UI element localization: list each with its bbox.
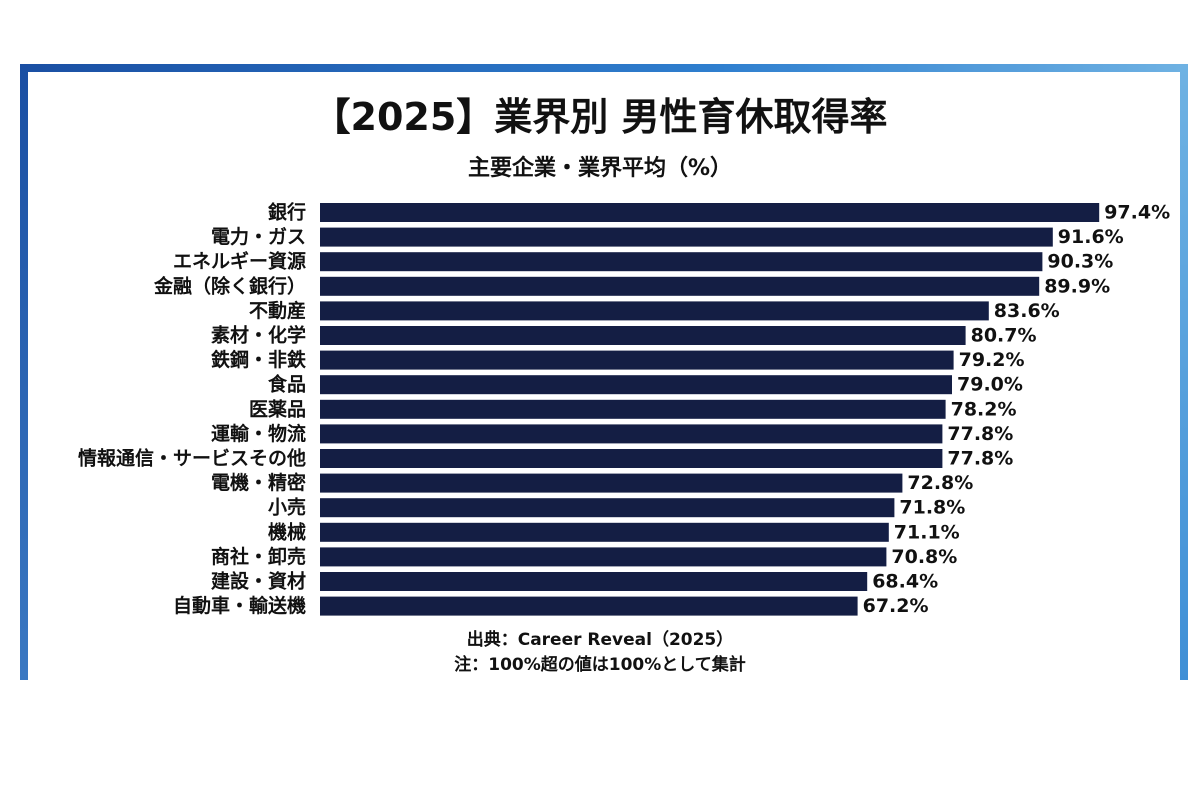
value-label: 67.2% xyxy=(863,595,929,617)
value-label: 83.6% xyxy=(994,300,1060,322)
bar-2 xyxy=(320,228,1053,247)
category-label: 金融（除く銀行） xyxy=(153,274,306,297)
value-label: 97.4% xyxy=(1104,202,1170,224)
category-label: 鉄鋼・非鉄 xyxy=(211,348,306,371)
bar-6 xyxy=(320,326,966,345)
bar-15 xyxy=(320,547,886,566)
bar-5 xyxy=(320,301,989,320)
value-label: 77.8% xyxy=(947,448,1013,470)
bar-chart: 銀行 97.4% 電力・ガス 91.6% エネルギー資源 90.3% 金融（除く銀行） 89.… xyxy=(0,0,1200,800)
value-label: 90.3% xyxy=(1047,251,1113,273)
value-label: 71.1% xyxy=(894,521,960,543)
category-label: 情報通信・サービスその他 xyxy=(78,447,306,470)
bar-13 xyxy=(320,498,894,517)
category-label: 食品 xyxy=(268,373,306,396)
value-label: 80.7% xyxy=(971,325,1037,347)
category-label: 自動車・輸送機 xyxy=(173,594,306,617)
bar-14 xyxy=(320,523,889,542)
bar-7 xyxy=(320,351,954,370)
value-label: 79.0% xyxy=(957,374,1023,396)
value-label: 79.2% xyxy=(959,349,1025,371)
bar-12 xyxy=(320,474,902,493)
category-label: 医薬品 xyxy=(249,397,306,420)
bar-16 xyxy=(320,572,867,591)
value-label: 70.8% xyxy=(891,546,957,568)
bar-11 xyxy=(320,449,942,468)
category-label: 建設・資材 xyxy=(211,570,306,593)
category-label: 電力・ガス xyxy=(211,225,306,248)
category-label: 素材・化学 xyxy=(211,324,306,347)
category-label: 商社・卸売 xyxy=(211,545,306,568)
category-label: 電機・精密 xyxy=(211,471,306,494)
bar-1 xyxy=(320,203,1099,222)
bar-10 xyxy=(320,424,942,443)
bar-3 xyxy=(320,252,1042,271)
category-label: エネルギー資源 xyxy=(173,250,306,273)
bar-9 xyxy=(320,400,946,419)
source-note: 出典：Career Reveal（2025） xyxy=(0,625,1200,650)
value-label: 72.8% xyxy=(907,472,973,494)
value-label: 91.6% xyxy=(1058,226,1124,248)
category-label: 不動産 xyxy=(249,299,306,322)
footnote: 注：100%超の値は100%として集計 xyxy=(0,650,1200,675)
category-label: 銀行 xyxy=(268,201,306,224)
bar-8 xyxy=(320,375,952,394)
category-label: 機械 xyxy=(268,520,306,543)
category-label: 運輸・物流 xyxy=(211,422,306,445)
value-label: 89.9% xyxy=(1044,275,1110,297)
value-label: 68.4% xyxy=(872,571,938,593)
value-label: 78.2% xyxy=(951,398,1017,420)
category-label: 小売 xyxy=(268,496,306,519)
value-label: 77.8% xyxy=(947,423,1013,445)
value-label: 71.8% xyxy=(899,497,965,519)
bar-4 xyxy=(320,277,1039,296)
bar-17 xyxy=(320,597,858,616)
